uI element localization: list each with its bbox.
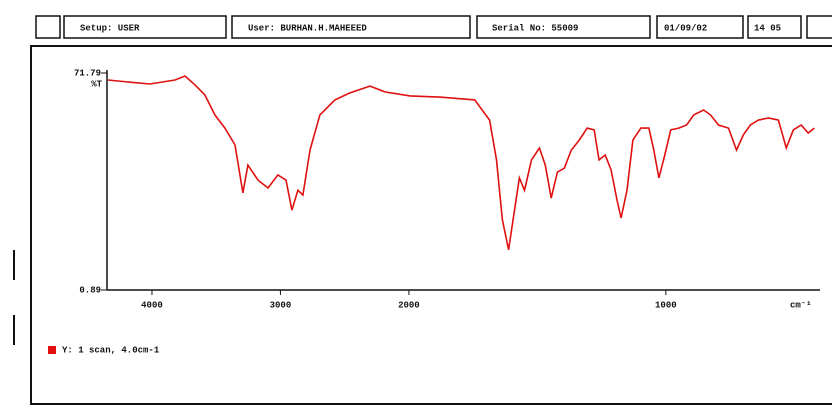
chart-panel bbox=[30, 45, 832, 405]
x-unit: cm⁻¹ bbox=[790, 300, 812, 310]
header-box bbox=[806, 15, 832, 39]
date: 01/09/02 bbox=[664, 23, 707, 33]
header-box bbox=[656, 15, 744, 39]
header-box bbox=[476, 15, 651, 39]
y-axis-label: %T bbox=[91, 79, 102, 89]
user: User: BURHAN.H.MAHEEED bbox=[248, 23, 367, 33]
x-tick-label: 2000 bbox=[398, 300, 420, 310]
header-box bbox=[747, 15, 802, 39]
y-tick-label: 0.89 bbox=[79, 285, 101, 295]
legend-label: Y: 1 scan, 4.0cm-1 bbox=[62, 345, 160, 355]
header-box bbox=[63, 15, 227, 39]
header-box bbox=[231, 15, 471, 39]
time: 14 05 bbox=[754, 23, 781, 33]
x-tick-label: 1000 bbox=[655, 300, 677, 310]
spectrum-line bbox=[107, 75, 815, 251]
serial: Serial No: 55009 bbox=[492, 23, 578, 33]
x-tick-label: 3000 bbox=[270, 300, 292, 310]
legend-swatch bbox=[48, 346, 56, 354]
y-tick-label: 71.79 bbox=[74, 68, 101, 78]
setup: Setup: USER bbox=[80, 23, 140, 33]
header-box bbox=[35, 15, 61, 39]
x-tick-label: 4000 bbox=[141, 300, 163, 310]
